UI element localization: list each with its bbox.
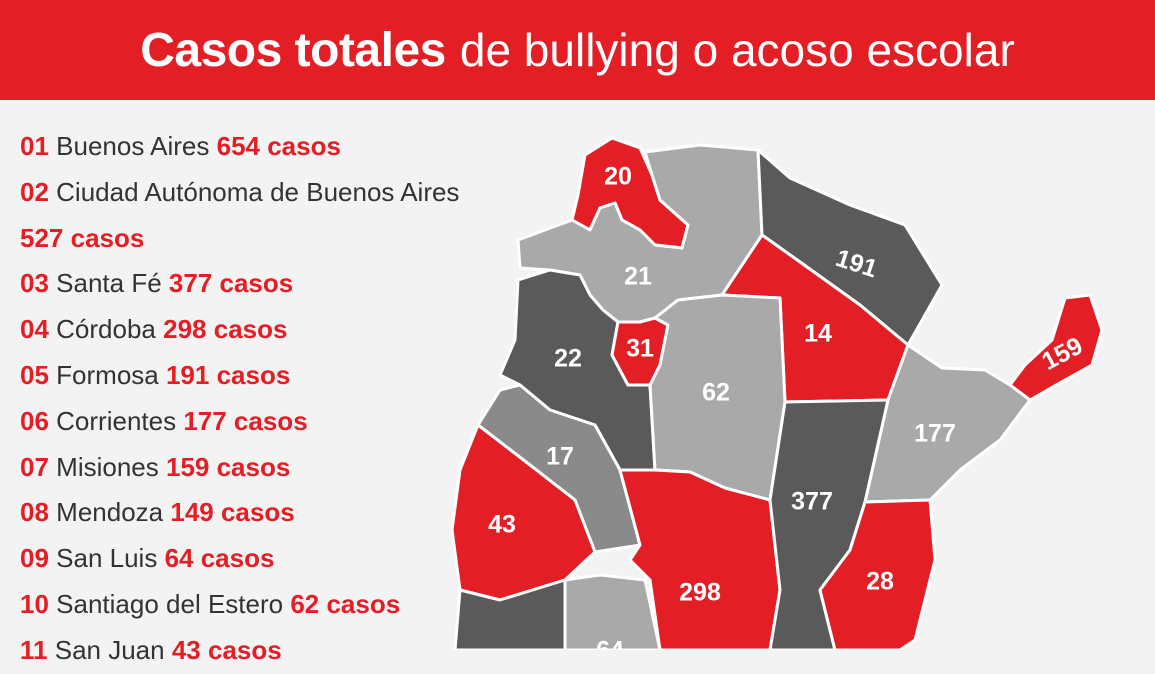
label-sanjuan: 43 bbox=[488, 511, 516, 539]
label-santafe: 377 bbox=[791, 488, 833, 516]
ranking-item: 01 Buenos Aires 654 casos bbox=[20, 131, 341, 161]
ranking-item: 05 Formosa 191 casos bbox=[20, 359, 291, 390]
ranking-item: 06 Corrientes 177 casos bbox=[20, 405, 308, 436]
label-chaco: 14 bbox=[804, 320, 832, 348]
label-sanluis: 64 bbox=[596, 637, 624, 650]
title-bold: Casos totales bbox=[140, 23, 446, 77]
ranking-item: 08 Mendoza 149 casos bbox=[20, 497, 295, 528]
ranking-item: 10 Santiago del Estero 62 casos bbox=[20, 588, 401, 619]
label-jujuy: 20 bbox=[604, 163, 632, 191]
province-mendoza bbox=[453, 578, 567, 650]
label-corrientes: 177 bbox=[914, 420, 956, 448]
label-entrerios: 28 bbox=[866, 568, 894, 596]
title-banner: Casos totales de bullying o acoso escola… bbox=[0, 0, 1155, 100]
label-catamarca: 22 bbox=[554, 345, 582, 373]
title-rest: de bullying o acoso escolar bbox=[459, 24, 1015, 76]
province-map: 20 21 191 14 159 22 31 62 177 17 43 377 … bbox=[450, 136, 1104, 650]
label-santiago: 62 bbox=[702, 379, 730, 407]
ranking-list: 01 Buenos Aires 654 casos 02 Ciudad Autó… bbox=[20, 124, 460, 674]
label-larioja: 17 bbox=[546, 443, 574, 471]
label-cordoba: 298 bbox=[679, 579, 721, 607]
ranking-item: 02 Ciudad Autónoma de Buenos Aires 527 c… bbox=[20, 176, 460, 253]
province-cordoba bbox=[618, 468, 782, 650]
label-salta: 21 bbox=[624, 263, 652, 291]
ranking-item: 03 Santa Fé 377 casos bbox=[20, 268, 294, 299]
ranking-item: 07 Misiones 159 casos bbox=[20, 451, 291, 482]
ranking-item: 04 Córdoba 298 casos bbox=[20, 314, 288, 345]
ranking-item: 09 San Luis 64 casos bbox=[20, 543, 275, 574]
province-misiones bbox=[1008, 293, 1104, 402]
province-entrerios bbox=[818, 498, 937, 650]
label-tucuman: 31 bbox=[626, 335, 654, 363]
